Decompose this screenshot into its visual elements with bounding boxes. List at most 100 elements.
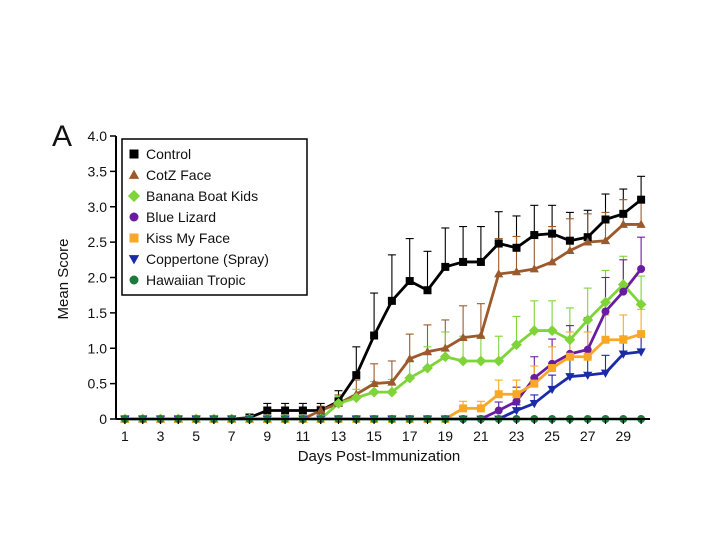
legend-marker [129, 212, 139, 222]
data-point [494, 239, 503, 248]
x-tick-label: 13 [331, 428, 347, 444]
legend: Control CotZ Face Banana Boat Kids Blue Liz… [121, 138, 308, 296]
data-point [600, 235, 611, 245]
data-point [582, 314, 594, 326]
data-point [494, 390, 503, 399]
data-point [369, 378, 379, 388]
x-tick-label: 15 [366, 428, 382, 444]
data-point [530, 231, 539, 240]
data-point [459, 404, 468, 413]
y-tick-label: 1.0 [88, 340, 108, 356]
x-tick-label: 17 [402, 428, 418, 444]
data-point [368, 386, 380, 398]
data-point [565, 236, 574, 245]
data-point [529, 264, 539, 273]
y-tick-label: 0 [99, 411, 107, 427]
series-line [124, 283, 643, 421]
data-point [546, 325, 558, 336]
data-point [530, 379, 539, 388]
data-point [636, 348, 646, 357]
data-point [529, 400, 539, 409]
data-point [511, 339, 522, 351]
data-point [387, 377, 397, 386]
data-point [564, 334, 576, 346]
legend-label: Control [146, 146, 191, 162]
data-point [352, 371, 361, 380]
data-point [618, 219, 628, 228]
data-point [618, 350, 628, 359]
data-point [636, 219, 646, 228]
x-tick-label: 19 [438, 428, 454, 444]
data-point [476, 257, 485, 266]
y-tick-label: 1.5 [88, 305, 108, 321]
data-point [528, 325, 540, 336]
y-tick-label: 2.0 [88, 270, 108, 286]
data-point [439, 351, 451, 363]
data-point [512, 390, 521, 399]
data-point [494, 406, 503, 415]
data-point [512, 243, 521, 252]
data-point [548, 364, 557, 373]
data-point [600, 369, 611, 378]
data-point [619, 287, 628, 296]
data-point [600, 296, 611, 308]
data-point [511, 267, 522, 276]
data-point [637, 195, 646, 204]
data-point [601, 335, 610, 344]
data-point [494, 269, 504, 278]
data-point [476, 330, 486, 339]
legend-marker [128, 169, 140, 179]
data-point [459, 257, 468, 266]
legend-label: CotZ Face [146, 167, 212, 183]
data-point [493, 355, 505, 367]
data-point [441, 262, 450, 271]
legend-marker [129, 149, 139, 159]
data-point [583, 237, 593, 246]
y-tick-label: 0.5 [88, 376, 108, 392]
data-point [547, 385, 557, 395]
data-point [547, 257, 557, 266]
data-point [565, 373, 575, 382]
data-point [281, 406, 290, 415]
x-tick-label: 5 [192, 428, 200, 444]
data-point [635, 298, 647, 310]
data-point [387, 296, 396, 305]
legend-marker [129, 275, 139, 285]
y-tick-label: 4.0 [88, 128, 108, 144]
data-point [405, 354, 415, 363]
data-point [601, 215, 610, 224]
legend-label: Coppertone (Spray) [146, 251, 269, 267]
series-line [124, 332, 642, 421]
y-tick-label: 3.5 [88, 163, 108, 179]
data-point [458, 332, 468, 342]
data-point [422, 346, 433, 356]
data-point [619, 209, 628, 218]
y-tick-label: 3.0 [88, 199, 108, 215]
data-point [637, 330, 646, 339]
data-point [350, 392, 362, 404]
data-point [404, 372, 416, 384]
x-tick-label: 9 [263, 428, 271, 444]
data-point [583, 352, 592, 361]
data-point [298, 406, 307, 415]
x-tick-label: 1 [121, 428, 129, 444]
x-tick-label: 27 [580, 428, 596, 444]
axes: 00.51.01.52.02.53.03.54.01 3 5 7 9 11 13 15 17 19… [88, 128, 650, 444]
x-tick-label: 25 [544, 428, 560, 444]
x-tick-label: 3 [157, 428, 165, 444]
data-point [583, 345, 592, 354]
data-point [548, 229, 557, 238]
data-point [333, 398, 344, 409]
data-point [423, 286, 432, 295]
data-point [422, 362, 433, 374]
legend-marker [127, 189, 141, 203]
legend-box [121, 138, 308, 296]
data-point [583, 233, 592, 242]
data-point [511, 407, 522, 416]
data-point [601, 307, 610, 316]
data-point [370, 331, 379, 340]
data-point [457, 355, 469, 367]
data-point [475, 355, 487, 367]
legend-label: Hawaiian Tropic [146, 272, 246, 288]
